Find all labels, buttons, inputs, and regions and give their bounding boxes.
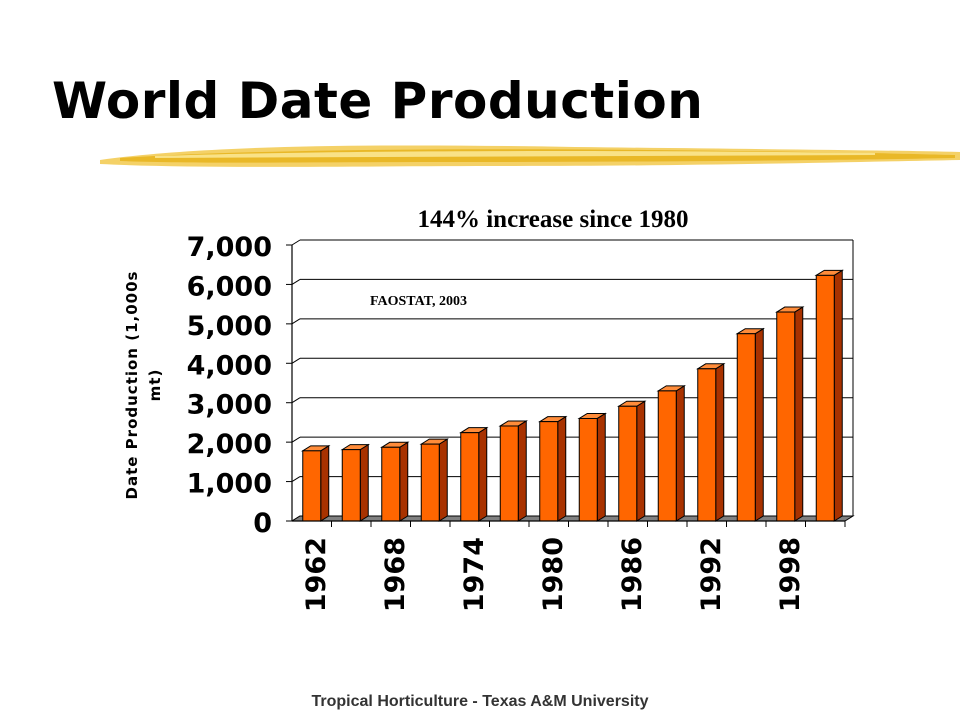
bar-side — [833, 269, 843, 522]
gridline-depth — [291, 357, 301, 364]
y-axis-label: Date Production (1,000s mt) — [123, 271, 164, 500]
gridline-depth — [291, 318, 301, 325]
x-tick-label: 1998 — [775, 537, 806, 612]
bar — [618, 405, 638, 522]
bar — [578, 417, 598, 522]
x-tick-label: 1962 — [301, 537, 332, 612]
bar — [499, 425, 519, 522]
chart-subtitle: 144% increase since 1980 — [417, 206, 688, 233]
y-tick-label: 5,000 — [187, 311, 272, 342]
slide-title: World Date Production — [52, 72, 704, 130]
x-tick-label: 1968 — [380, 537, 411, 612]
bar — [420, 443, 440, 522]
bar — [736, 333, 756, 522]
bar-side — [517, 420, 527, 522]
y-tick-label: 4,000 — [187, 350, 272, 381]
bar — [697, 368, 717, 522]
x-tick-label: 1992 — [696, 537, 727, 612]
bar-series — [301, 269, 844, 522]
gridline-depth — [291, 476, 301, 482]
gridline-depth — [291, 279, 301, 285]
bar-side — [596, 412, 606, 522]
bar-side — [557, 415, 567, 522]
bar — [657, 390, 677, 522]
gridline-depth — [291, 436, 301, 443]
y-axis-tick-labels: 0 1,000 2,000 3,000 4,000 5,000 6,000 7,000 — [187, 232, 272, 539]
bar — [776, 311, 796, 522]
bar — [460, 432, 480, 522]
chart-floor — [290, 515, 855, 522]
y-tick-label: 1,000 — [187, 469, 272, 500]
y-axis-label-line: mt) — [146, 369, 164, 402]
gridline-depth — [291, 397, 301, 404]
bar-side — [320, 444, 330, 522]
x-tick-label: 1986 — [617, 537, 648, 612]
plot-gridlines — [290, 239, 855, 522]
y-tick-label: 2,000 — [187, 429, 272, 460]
x-tick-label: 1974 — [459, 537, 490, 612]
source-annotation: FAOSTAT, 2003 — [370, 294, 467, 309]
bar-side — [754, 327, 764, 522]
bar — [302, 450, 322, 522]
y-tick-label: 3,000 — [187, 390, 272, 421]
bar-side — [399, 441, 409, 522]
yellow-brush-stroke-decoration — [100, 145, 960, 167]
y-axis-label-line: Date Production (1,000s — [123, 271, 141, 500]
gridline-depth — [291, 239, 301, 246]
x-axis-tick-labels: 1962 1968 1974 1980 1986 1992 1998 — [301, 537, 806, 612]
bar-side — [675, 384, 685, 522]
x-tick-label: 1980 — [538, 537, 569, 612]
y-tick-label: 7,000 — [187, 232, 272, 263]
bar-side — [478, 426, 488, 522]
bar-side — [715, 362, 725, 522]
bar — [341, 449, 361, 522]
bar-side — [636, 400, 646, 522]
y-tick-label: 0 — [253, 508, 272, 539]
slide-footer: Tropical Horticulture - Texas A&M Univer… — [311, 693, 649, 710]
bar — [381, 446, 401, 522]
bar-side — [359, 443, 369, 522]
bar — [539, 421, 559, 522]
bar-side — [438, 438, 448, 522]
chart-axes — [286, 244, 846, 527]
bar — [815, 274, 835, 522]
bar-side — [794, 306, 804, 522]
y-tick-label: 6,000 — [187, 271, 272, 302]
